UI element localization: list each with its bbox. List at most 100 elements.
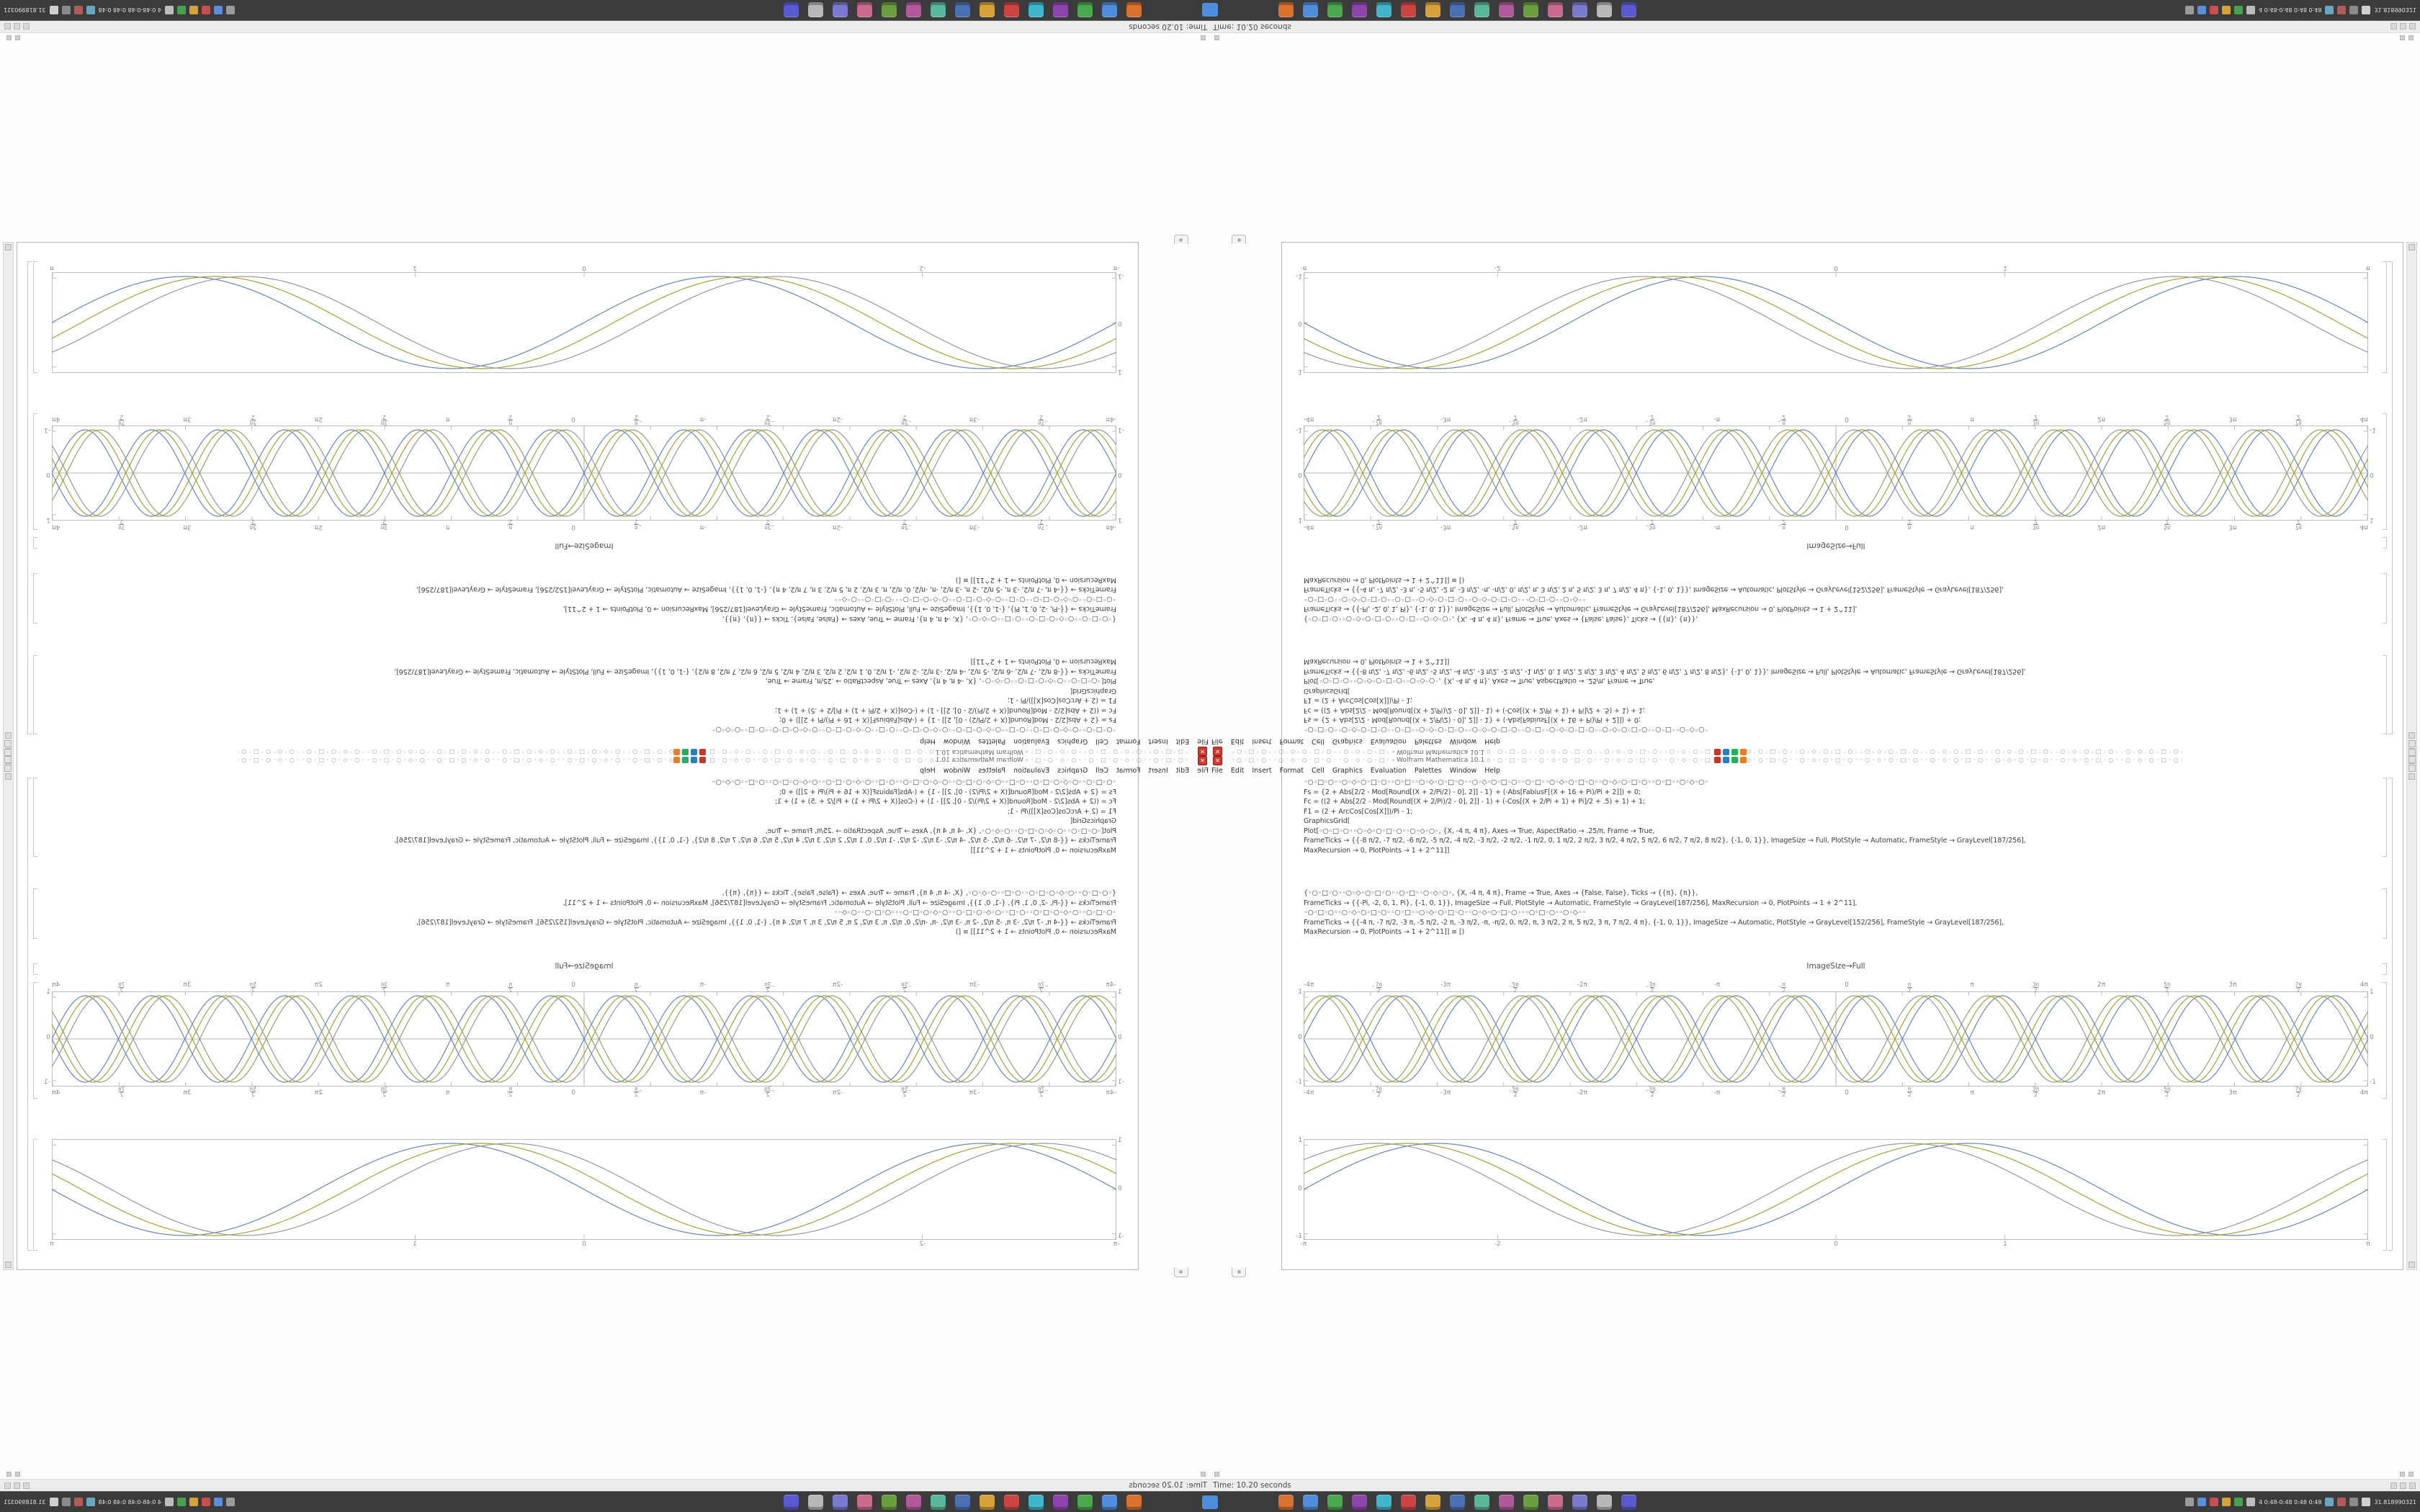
menu-item-cell[interactable]: Cell bbox=[1095, 767, 1108, 775]
scroll-down-icon[interactable] bbox=[2408, 773, 2415, 780]
code-line[interactable]: {◦○◦□◦○◦◦○◦◇◦○◦□◦○◦◦○◦□◦◦○◦◇◦○◦, {X, -4 … bbox=[1304, 889, 1698, 897]
menu-item-graphics[interactable]: Graphics bbox=[1332, 737, 1363, 745]
scroll-edge-buttons[interactable] bbox=[2408, 756, 2416, 773]
code-line[interactable]: Fs = {2 + Abs[2/2 - Mod[Round[(X + 2/Pi/… bbox=[779, 788, 1116, 796]
taskbar-app-icon[interactable] bbox=[1102, 2, 1117, 18]
cell-bracket[interactable] bbox=[2383, 537, 2387, 549]
taskbar-app-icon[interactable] bbox=[931, 2, 946, 18]
taskbar-app-icon[interactable] bbox=[1450, 2, 1465, 18]
code-line[interactable]: Fc = ((2 + Abs[2/2 - Mod[Round[(X + 2/Pi… bbox=[1304, 798, 1646, 806]
tray-icon[interactable] bbox=[2197, 1498, 2206, 1506]
code-line[interactable]: MaxRecursion → 0, PlotPoints → 1 + 2^11]… bbox=[1304, 846, 1450, 855]
cell-bracket[interactable] bbox=[33, 655, 37, 734]
menu-item-insert[interactable]: Insert bbox=[1148, 767, 1168, 775]
cell-bracket[interactable] bbox=[2383, 1139, 2387, 1251]
status-icon[interactable] bbox=[2400, 1482, 2406, 1489]
toolbar-icon[interactable] bbox=[699, 749, 706, 755]
toolbar-icon[interactable] bbox=[1740, 757, 1747, 763]
taskbar-app-icon[interactable] bbox=[931, 1494, 946, 1510]
cell-bracket[interactable] bbox=[33, 573, 37, 624]
menu-item-graphics[interactable]: Graphics bbox=[1057, 737, 1088, 745]
taskbar-app-icon[interactable] bbox=[808, 2, 823, 18]
close-button[interactable]: ✕ bbox=[1198, 747, 1207, 756]
tray-icon[interactable] bbox=[214, 6, 223, 14]
plot-harmonic-grid[interactable]: -4π -7π 2 -3π -5π 2 -2π -3π 2 -π - π 2 0 π 2 π 3π 2 2π 5π 2 3π… bbox=[1296, 415, 2376, 532]
toolbar-icon[interactable] bbox=[1740, 749, 1747, 755]
code-line[interactable]: ◦○◦□◦○◦◦○◦◇◦○◦□◦○◦◦○◦□◦◦○◦◇◦○◦□◦○◦◦○◦◇◦○… bbox=[712, 778, 1116, 786]
scroll-edge-buttons[interactable] bbox=[4, 756, 12, 773]
tray-icon[interactable] bbox=[2325, 6, 2334, 14]
tray-icon[interactable] bbox=[2337, 6, 2347, 14]
scroll-button-icon[interactable] bbox=[2408, 765, 2416, 772]
scrollbar[interactable] bbox=[3, 756, 14, 1270]
status-icon[interactable] bbox=[2390, 1482, 2397, 1489]
code-line[interactable]: Plot[◦○◦□◦○◦◦○◦◇◦○◦□◦○◦◦○◦◇◦○◦, {X, -4 π… bbox=[765, 677, 1116, 685]
taskbar-app-icon[interactable] bbox=[1572, 2, 1587, 18]
taskbar-app-icon[interactable] bbox=[1053, 1494, 1068, 1510]
taskbar-app-icon[interactable] bbox=[1450, 1494, 1465, 1510]
tray-icon[interactable] bbox=[2349, 1498, 2359, 1506]
taskbar-app-icon[interactable] bbox=[1004, 2, 1019, 18]
code-line[interactable]: MaxRecursion → 0, PlotPoints → 1 + 2^11]… bbox=[970, 657, 1116, 666]
menu-item-format[interactable]: Format bbox=[1116, 767, 1141, 775]
taskbar-app-icon[interactable] bbox=[1102, 1494, 1117, 1510]
cell-bracket[interactable] bbox=[33, 888, 37, 939]
taskbar-app-icon[interactable] bbox=[1401, 1494, 1416, 1510]
menu-item-help[interactable]: Help bbox=[1484, 737, 1500, 745]
toolbar-icon[interactable] bbox=[1731, 749, 1738, 755]
taskbar-app-icon[interactable] bbox=[1303, 1494, 1318, 1510]
code-line[interactable]: F1 = (2 + ArcCos[Cos[X]])/Pi - 1; bbox=[1007, 807, 1116, 816]
code-line[interactable]: F1 = (2 + ArcCos[Cos[X]])/Pi - 1; bbox=[1304, 807, 1413, 816]
scroll-end-icon[interactable] bbox=[2408, 1261, 2415, 1268]
menu-item-palettes[interactable]: Palettes bbox=[978, 767, 1006, 775]
toolbar-icon[interactable] bbox=[1723, 749, 1729, 755]
code-cell-plot-options[interactable]: {◦○◦□◦○◦◦○◦◇◦○◦□◦○◦◦○◦□◦◦○◦◇◦○◦, {X, -4 … bbox=[52, 888, 1116, 937]
taskbar-app-icon[interactable] bbox=[1077, 1494, 1093, 1510]
taskbar-app-icon[interactable] bbox=[980, 2, 995, 18]
plot-framed-sine[interactable]: -π -2 0 1 π 1 0 -1 bbox=[50, 1137, 1124, 1249]
code-line[interactable]: MaxRecursion → 0, PlotPoints → 1 + 2^11]… bbox=[955, 928, 1116, 936]
scrollbar[interactable] bbox=[2406, 756, 2417, 1270]
code-cell-plot-options[interactable]: {◦○◦□◦○◦◦○◦◇◦○◦□◦○◦◦○◦□◦◦○◦◇◦○◦, {X, -4 … bbox=[52, 575, 1116, 624]
tray-icon[interactable] bbox=[2246, 6, 2255, 14]
cell-group-bracket[interactable] bbox=[27, 261, 32, 734]
tray-icon[interactable] bbox=[73, 1498, 83, 1506]
cell-bracket[interactable] bbox=[33, 413, 37, 530]
menu-item-cell[interactable]: Cell bbox=[1095, 737, 1108, 745]
code-line[interactable]: FrameTicks → {{-8 π/2, -7 π/2, -6 π/2, -… bbox=[394, 837, 1116, 845]
tray-icon[interactable] bbox=[2185, 1498, 2194, 1506]
taskbar-app-icon[interactable] bbox=[1278, 1494, 1294, 1510]
menu-item-edit[interactable]: Edit bbox=[1230, 737, 1245, 745]
menu-item-insert[interactable]: Insert bbox=[1252, 767, 1272, 775]
code-line[interactable]: MaxRecursion → 0, PlotPoints → 1 + 2^11]… bbox=[1304, 928, 1465, 936]
taskbar-app-icon[interactable] bbox=[906, 2, 921, 18]
cell-bracket[interactable] bbox=[33, 982, 37, 1099]
taskbar-app-icon[interactable] bbox=[1621, 1494, 1636, 1510]
code-line[interactable]: FrameTicks → {{-Pi, -2, 0, 1, Pi}, {-1, … bbox=[563, 605, 1116, 613]
tray-icon[interactable] bbox=[226, 6, 235, 14]
scroll-button-icon[interactable] bbox=[4, 756, 12, 763]
menu-item-graphics[interactable]: Graphics bbox=[1332, 767, 1363, 775]
taskbar-app-icon[interactable] bbox=[1376, 2, 1392, 18]
code-line[interactable]: Plot[◦○◦□◦○◦◦○◦◇◦○◦□◦○◦◦○◦◇◦○◦, {X, -4 π… bbox=[1304, 677, 1655, 685]
code-line[interactable]: Plot[◦○◦□◦○◦◦○◦◇◦○◦□◦○◦◦○◦◇◦○◦, {X, -4 π… bbox=[1304, 827, 1655, 835]
menu-item-help[interactable]: Help bbox=[920, 767, 936, 775]
code-line[interactable]: ◦○◦□◦○◦◦○◦◇◦○◦□◦○◦◦○◦□◦◦○◦◇◦○◦□◦○◦◦○◦◇◦○… bbox=[1304, 909, 1587, 917]
cell-group-bracket[interactable] bbox=[2388, 261, 2393, 734]
taskbar-app-icon[interactable] bbox=[1126, 2, 1142, 18]
taskbar-app-icon[interactable] bbox=[1303, 2, 1318, 18]
cell-bracket[interactable] bbox=[2383, 573, 2387, 624]
code-line[interactable]: Fc = ((2 + Abs[2/2 - Mod[Round[(X + 2/Pi… bbox=[774, 798, 1116, 806]
tray-icon[interactable] bbox=[86, 6, 95, 14]
window-tab[interactable] bbox=[1174, 235, 1188, 244]
menu-item-format[interactable]: Format bbox=[1279, 767, 1304, 775]
menu-item-edit[interactable]: Edit bbox=[1230, 767, 1245, 775]
code-cell-initialisation[interactable]: ◦○◦□◦○◦◦○◦◇◦○◦□◦○◦◦○◦□◦◦○◦◇◦○◦□◦○◦◦○◦◇◦○… bbox=[1304, 778, 2368, 855]
cell-bracket[interactable] bbox=[2383, 888, 2387, 939]
cell-bracket[interactable] bbox=[33, 261, 37, 373]
menu-item-cell[interactable]: Cell bbox=[1312, 767, 1325, 775]
cell-bracket[interactable] bbox=[33, 537, 37, 549]
code-line[interactable]: FrameTicks → {{-4 π, -7 π/2, -3 π, -5 π/… bbox=[416, 585, 1116, 594]
plot-harmonic-grid[interactable]: -4π -7π 2 -3π -5π 2 -2π -3π 2 -π - π 2 0 π 2 π 3π 2 2π 5π 2 3π… bbox=[1296, 981, 2376, 1097]
cell-bracket[interactable] bbox=[33, 1139, 37, 1251]
